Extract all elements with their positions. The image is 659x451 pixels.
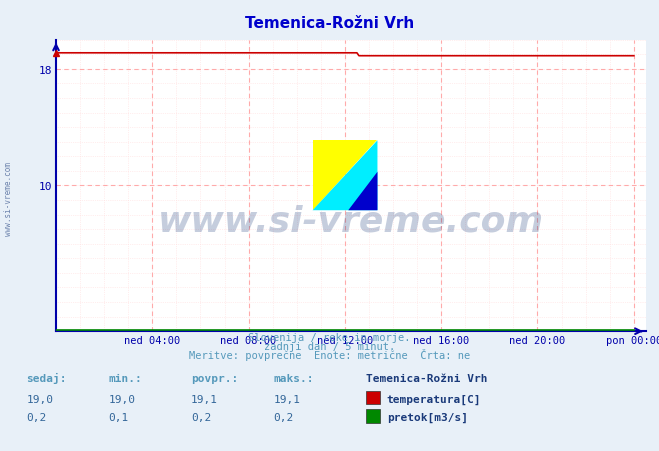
Text: 0,2: 0,2: [273, 412, 294, 422]
Text: sedaj:: sedaj:: [26, 372, 67, 383]
Text: Meritve: povprečne  Enote: metrične  Črta: ne: Meritve: povprečne Enote: metrične Črta:…: [189, 349, 470, 360]
Text: 19,1: 19,1: [273, 394, 301, 404]
Text: 19,1: 19,1: [191, 394, 218, 404]
Text: 0,2: 0,2: [191, 412, 212, 422]
Text: 0,1: 0,1: [109, 412, 129, 422]
Text: Slovenija / reke in morje.: Slovenija / reke in morje.: [248, 332, 411, 342]
Text: www.si-vreme.com: www.si-vreme.com: [4, 161, 13, 235]
Polygon shape: [312, 141, 378, 211]
Text: 19,0: 19,0: [26, 394, 53, 404]
Text: temperatura[C]: temperatura[C]: [387, 394, 481, 405]
Text: Temenica-Rožni Vrh: Temenica-Rožni Vrh: [366, 373, 487, 383]
Text: Temenica-Rožni Vrh: Temenica-Rožni Vrh: [245, 16, 414, 31]
Text: 19,0: 19,0: [109, 394, 136, 404]
Polygon shape: [348, 172, 378, 211]
Polygon shape: [312, 141, 378, 211]
Text: www.si-vreme.com: www.si-vreme.com: [158, 204, 544, 238]
Text: zadnji dan / 5 minut.: zadnji dan / 5 minut.: [264, 341, 395, 351]
Text: min.:: min.:: [109, 373, 142, 383]
Text: 0,2: 0,2: [26, 412, 47, 422]
Text: maks.:: maks.:: [273, 373, 314, 383]
Text: pretok[m3/s]: pretok[m3/s]: [387, 412, 468, 423]
Text: povpr.:: povpr.:: [191, 373, 239, 383]
